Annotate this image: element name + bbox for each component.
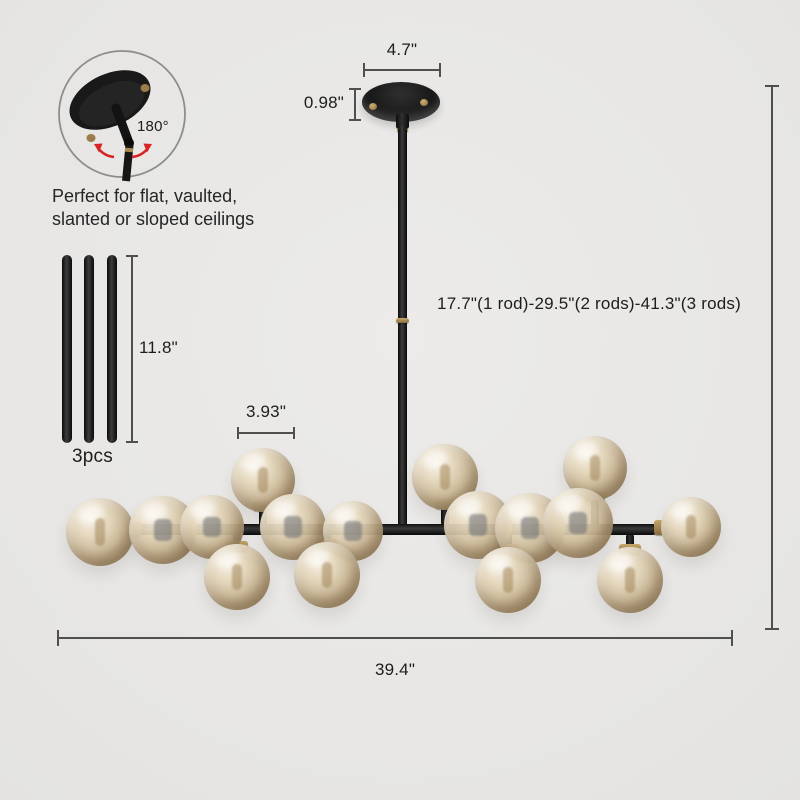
glass-globe bbox=[543, 488, 613, 558]
feature-caption-line2: slanted or sloped ceilings bbox=[52, 209, 255, 229]
dimension-cap bbox=[293, 427, 295, 439]
dimension-cap bbox=[349, 88, 361, 90]
swivel-angle-label: 180° bbox=[137, 118, 169, 135]
canopy-height-dimension bbox=[349, 88, 361, 121]
spare-rod bbox=[62, 255, 72, 443]
glass-globe bbox=[661, 497, 721, 557]
canopy-height-label: 0.98" bbox=[303, 93, 344, 112]
glass-globe bbox=[597, 547, 663, 613]
dimension-line bbox=[57, 637, 733, 639]
fixture-width-label: 39.4" bbox=[374, 660, 416, 679]
swivel-canopy-icon bbox=[58, 50, 186, 182]
dimension-line bbox=[771, 85, 773, 630]
canopy-width-dimension bbox=[363, 63, 441, 77]
spare-rod bbox=[107, 255, 117, 443]
height-options-label: 17.7"(1 rod)-29.5"(2 rods)-41.3"(3 rods) bbox=[437, 294, 741, 313]
rod-length-dimension bbox=[126, 255, 138, 443]
dimension-cap bbox=[57, 630, 59, 646]
rod-count-label: 3pcs bbox=[72, 446, 113, 467]
dimension-line bbox=[237, 432, 295, 434]
dimension-line bbox=[354, 88, 356, 121]
canopy-screw bbox=[420, 99, 428, 106]
glass-globe bbox=[66, 498, 134, 566]
dimension-cap bbox=[363, 63, 365, 77]
fixture-height-dimension bbox=[765, 85, 779, 630]
fixture-width-dimension bbox=[57, 630, 733, 646]
spare-rod bbox=[84, 255, 94, 443]
canopy-screw bbox=[369, 103, 377, 110]
dimension-cap bbox=[765, 628, 779, 630]
canopy-stem bbox=[396, 113, 409, 130]
rod-length-label: 11.8" bbox=[139, 338, 178, 357]
feature-caption: Perfect for flat, vaulted, slanted or sl… bbox=[52, 185, 254, 231]
dimension-cap bbox=[439, 63, 441, 77]
swivel-arrow-icon bbox=[94, 143, 152, 159]
main-rod bbox=[398, 126, 407, 528]
dimension-cap bbox=[731, 630, 733, 646]
globe-diameter-label: 3.93" bbox=[245, 402, 287, 421]
dimension-cap bbox=[237, 427, 239, 439]
stem bbox=[626, 533, 634, 551]
canopy-width-label: 4.7" bbox=[386, 40, 418, 59]
feature-caption-line1: Perfect for flat, vaulted, bbox=[52, 186, 238, 206]
glass-globe bbox=[475, 547, 541, 613]
dimension-line bbox=[131, 255, 133, 443]
dimension-cap bbox=[349, 119, 361, 121]
glass-globe bbox=[204, 544, 270, 610]
dimension-cap bbox=[765, 85, 779, 87]
dimension-line bbox=[363, 69, 441, 71]
rod-connector bbox=[396, 318, 409, 323]
glass-globe bbox=[294, 542, 360, 608]
globe-diameter-dimension bbox=[237, 427, 295, 439]
dimension-cap bbox=[126, 441, 138, 443]
main-bar bbox=[130, 524, 658, 535]
dimension-cap bbox=[126, 255, 138, 257]
